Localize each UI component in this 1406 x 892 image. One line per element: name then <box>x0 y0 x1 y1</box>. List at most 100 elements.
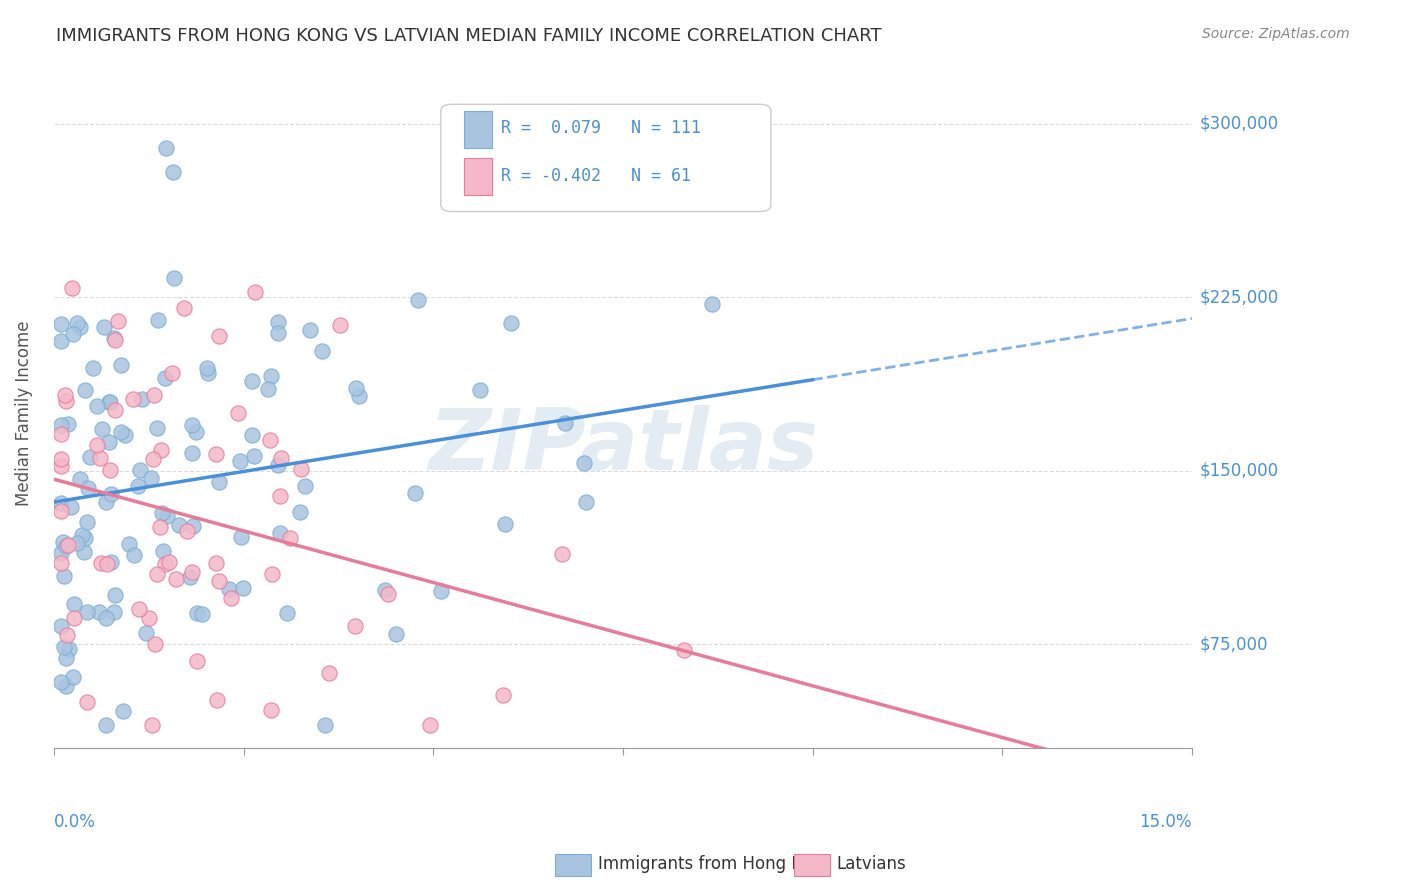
Immigrants from Hong Kong <box>229 454 252 468</box>
Latvians <box>260 702 283 716</box>
Immigrants from Hong Kong <box>96 495 118 509</box>
Immigrants from Hong Kong <box>218 582 240 597</box>
Latvians <box>243 285 266 299</box>
Immigrants from Hong Kong <box>56 417 79 431</box>
Latvians <box>344 619 367 633</box>
Immigrants from Hong Kong <box>554 416 576 430</box>
Immigrants from Hong Kong <box>406 293 429 307</box>
Immigrants from Hong Kong <box>52 640 75 654</box>
Immigrants from Hong Kong <box>299 323 322 337</box>
Latvians <box>141 718 163 732</box>
Immigrants from Hong Kong <box>179 570 201 584</box>
Immigrants from Hong Kong <box>55 539 77 553</box>
Immigrants from Hong Kong <box>52 535 75 549</box>
Immigrants from Hong Kong <box>167 518 190 533</box>
Immigrants from Hong Kong <box>186 606 208 620</box>
Latvians <box>205 693 228 707</box>
Latvians <box>208 329 231 343</box>
Immigrants from Hong Kong <box>122 549 145 563</box>
Latvians <box>208 574 231 589</box>
Immigrants from Hong Kong <box>62 669 84 683</box>
Immigrants from Hong Kong <box>110 358 132 372</box>
Immigrants from Hong Kong <box>62 597 84 611</box>
Latvians <box>121 392 143 407</box>
Latvians <box>143 638 166 652</box>
Immigrants from Hong Kong <box>51 618 73 632</box>
Immigrants from Hong Kong <box>51 318 73 332</box>
Immigrants from Hong Kong <box>94 610 117 624</box>
Immigrants from Hong Kong <box>256 382 278 396</box>
Latvians <box>142 388 165 402</box>
Latvians <box>672 642 695 657</box>
Immigrants from Hong Kong <box>82 360 104 375</box>
Immigrants from Hong Kong <box>184 425 207 440</box>
Latvians <box>98 463 121 477</box>
Immigrants from Hong Kong <box>131 392 153 406</box>
Immigrants from Hong Kong <box>51 675 73 690</box>
Immigrants from Hong Kong <box>574 494 596 508</box>
Immigrants from Hong Kong <box>135 626 157 640</box>
Immigrants from Hong Kong <box>276 606 298 620</box>
Latvians <box>226 406 249 420</box>
Immigrants from Hong Kong <box>93 319 115 334</box>
Immigrants from Hong Kong <box>103 331 125 345</box>
Immigrants from Hong Kong <box>58 641 80 656</box>
Latvians <box>160 366 183 380</box>
Immigrants from Hong Kong <box>70 527 93 541</box>
Latvians <box>90 557 112 571</box>
Immigrants from Hong Kong <box>404 485 426 500</box>
Latvians <box>492 688 515 702</box>
Immigrants from Hong Kong <box>86 400 108 414</box>
Immigrants from Hong Kong <box>89 606 111 620</box>
Immigrants from Hong Kong <box>110 425 132 439</box>
Immigrants from Hong Kong <box>162 165 184 179</box>
Immigrants from Hong Kong <box>94 718 117 732</box>
Immigrants from Hong Kong <box>374 582 396 597</box>
Latvians <box>329 318 352 332</box>
Immigrants from Hong Kong <box>127 478 149 492</box>
Immigrants from Hong Kong <box>267 458 290 472</box>
Text: R = -0.402   N = 61: R = -0.402 N = 61 <box>501 167 692 185</box>
Text: 0.0%: 0.0% <box>53 813 96 830</box>
Immigrants from Hong Kong <box>468 383 491 397</box>
Immigrants from Hong Kong <box>146 420 169 434</box>
Immigrants from Hong Kong <box>112 705 135 719</box>
Latvians <box>186 654 208 668</box>
Immigrants from Hong Kong <box>229 530 252 544</box>
Immigrants from Hong Kong <box>269 526 291 541</box>
Text: IMMIGRANTS FROM HONG KONG VS LATVIAN MEDIAN FAMILY INCOME CORRELATION CHART: IMMIGRANTS FROM HONG KONG VS LATVIAN MED… <box>56 27 882 45</box>
Latvians <box>56 538 79 552</box>
Latvians <box>89 451 111 466</box>
Immigrants from Hong Kong <box>499 316 522 330</box>
Latvians <box>104 403 127 417</box>
Immigrants from Hong Kong <box>150 506 173 520</box>
Latvians <box>63 610 86 624</box>
Immigrants from Hong Kong <box>347 388 370 402</box>
Latvians <box>96 557 118 571</box>
Immigrants from Hong Kong <box>197 366 219 380</box>
Immigrants from Hong Kong <box>76 605 98 619</box>
Latvians <box>128 602 150 616</box>
Text: Source: ZipAtlas.com: Source: ZipAtlas.com <box>1202 27 1350 41</box>
Immigrants from Hong Kong <box>62 326 84 341</box>
Immigrants from Hong Kong <box>104 588 127 602</box>
Immigrants from Hong Kong <box>55 650 77 665</box>
Latvians <box>149 443 172 458</box>
Immigrants from Hong Kong <box>139 471 162 485</box>
Immigrants from Hong Kong <box>267 315 290 329</box>
Immigrants from Hong Kong <box>100 555 122 569</box>
Immigrants from Hong Kong <box>53 569 76 583</box>
Text: ZIPatlas: ZIPatlas <box>427 405 818 488</box>
Immigrants from Hong Kong <box>128 463 150 477</box>
Immigrants from Hong Kong <box>232 581 254 595</box>
Immigrants from Hong Kong <box>344 381 367 395</box>
Bar <box>464 111 492 148</box>
Latvians <box>55 393 77 408</box>
Latvians <box>60 280 83 294</box>
Immigrants from Hong Kong <box>155 140 177 154</box>
Y-axis label: Median Family Income: Median Family Income <box>15 320 32 506</box>
Immigrants from Hong Kong <box>98 394 121 409</box>
Immigrants from Hong Kong <box>51 417 73 432</box>
Text: $150,000: $150,000 <box>1199 461 1278 480</box>
Immigrants from Hong Kong <box>73 545 96 559</box>
